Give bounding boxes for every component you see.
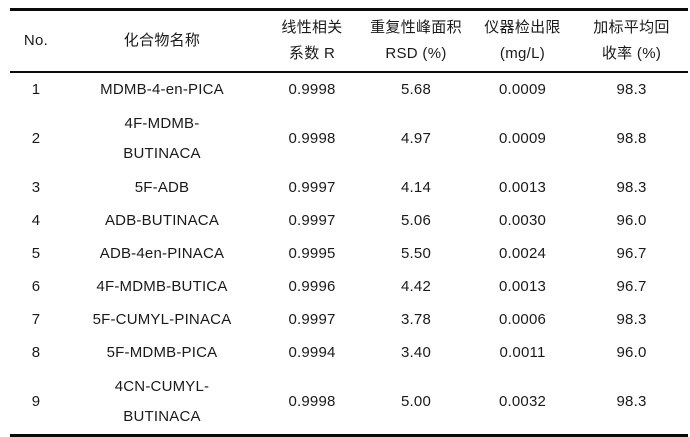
- cell-correlation: 0.9998: [288, 392, 336, 410]
- cell-correlation: 0.9994: [288, 343, 336, 361]
- cell-compound: 4F-MDMB-BUTICA: [96, 277, 228, 295]
- header-row: No. 化合物名称 线性相关 系数 R 重复性峰面积 RSD (%) 仪器检出限…: [10, 9, 688, 73]
- cell-lod: 0.0013: [498, 178, 547, 196]
- table-row: 1 MDMB-4-en-PICA 0.9998 5.68 0.0009 98.3: [10, 72, 688, 106]
- cell-correlation: 0.9998: [288, 129, 336, 147]
- cell-compound: 5F-MDMB-PICA: [106, 343, 218, 361]
- cell-lod: 0.0030: [498, 211, 547, 229]
- cell-lod: 0.0032: [498, 392, 547, 410]
- cell-rsd: 4.14: [401, 178, 431, 196]
- cell-compound: MDMB-4-en-PICA: [100, 80, 224, 98]
- cell-rsd: 3.40: [401, 343, 431, 361]
- cell-lod: 0.0011: [499, 343, 546, 361]
- table-body: 1 MDMB-4-en-PICA 0.9998 5.68 0.0009 98.3…: [10, 72, 688, 436]
- cell-recovery: 96.0: [616, 211, 647, 229]
- cell-compound: ADB-4en-PINACA: [99, 244, 225, 262]
- cell-no: 7: [31, 310, 41, 328]
- page: No. 化合物名称 线性相关 系数 R 重复性峰面积 RSD (%) 仪器检出限…: [0, 8, 690, 437]
- cell-compound: 5F-ADB: [134, 178, 190, 196]
- col-header-lod: 仪器检出限 (mg/L): [470, 9, 575, 73]
- cell-no: 9: [31, 392, 41, 410]
- cell-recovery: 98.3: [616, 80, 647, 98]
- cell-recovery: 98.3: [616, 310, 647, 328]
- cell-no: 3: [31, 178, 41, 196]
- cell-recovery: 96.7: [616, 244, 647, 262]
- table-row: 3 5F-ADB 0.9997 4.14 0.0013 98.3: [10, 171, 688, 204]
- table-row: 5 ADB-4en-PINACA 0.9995 5.50 0.0024 96.7: [10, 237, 688, 270]
- cell-recovery: 98.8: [616, 129, 647, 147]
- cell-rsd: 5.06: [401, 211, 431, 229]
- cell-rsd: 4.97: [401, 129, 431, 147]
- cell-correlation: 0.9997: [288, 178, 336, 196]
- cell-rsd: 5.00: [401, 392, 431, 410]
- cell-compound: 5F-CUMYL-PINACA: [92, 310, 232, 328]
- col-header-rsd: 重复性峰面积 RSD (%): [362, 9, 470, 73]
- cell-no: 8: [31, 343, 41, 361]
- cell-no: 6: [31, 277, 41, 295]
- cell-recovery: 98.3: [616, 392, 647, 410]
- cell-lod: 0.0006: [498, 310, 547, 328]
- cell-no: 4: [31, 211, 41, 229]
- cell-correlation: 0.9995: [288, 244, 336, 262]
- col-header-compound-label: 化合物名称: [123, 32, 201, 49]
- table-row: 4 ADB-BUTINACA 0.9997 5.06 0.0030 96.0: [10, 204, 688, 237]
- cell-recovery: 98.3: [616, 178, 647, 196]
- table-row: 7 5F-CUMYL-PINACA 0.9997 3.78 0.0006 98.…: [10, 303, 688, 336]
- table-row: 6 4F-MDMB-BUTICA 0.9996 4.42 0.0013 96.7: [10, 270, 688, 303]
- cell-compound: 4F-MDMB- BUTINACA: [123, 114, 201, 162]
- cell-no: 5: [31, 244, 41, 262]
- cell-recovery: 96.7: [616, 277, 647, 295]
- cell-correlation: 0.9997: [288, 211, 336, 229]
- cell-rsd: 5.50: [401, 244, 431, 262]
- cell-no: 2: [31, 129, 41, 147]
- cell-rsd: 4.42: [401, 277, 431, 295]
- cell-recovery: 96.0: [616, 343, 647, 361]
- cell-rsd: 3.78: [401, 310, 431, 328]
- cell-no: 1: [31, 80, 41, 98]
- table-header: No. 化合物名称 线性相关 系数 R 重复性峰面积 RSD (%) 仪器检出限…: [10, 9, 688, 73]
- cell-correlation: 0.9997: [288, 310, 336, 328]
- cell-correlation: 0.9996: [288, 277, 336, 295]
- col-header-no-label: No.: [23, 32, 49, 49]
- cell-lod: 0.0009: [498, 80, 547, 98]
- results-table: No. 化合物名称 线性相关 系数 R 重复性峰面积 RSD (%) 仪器检出限…: [10, 8, 688, 437]
- col-header-recovery: 加标平均回 收率 (%): [575, 9, 688, 73]
- col-header-correlation: 线性相关 系数 R: [262, 9, 362, 73]
- cell-compound: 4CN-CUMYL- BUTINACA: [114, 377, 210, 425]
- cell-lod: 0.0013: [498, 277, 547, 295]
- table-row: 8 5F-MDMB-PICA 0.9994 3.40 0.0011 96.0: [10, 336, 688, 369]
- cell-compound: ADB-BUTINACA: [104, 211, 220, 229]
- cell-lod: 0.0024: [498, 244, 547, 262]
- table-row: 9 4CN-CUMYL- BUTINACA 0.9998 5.00 0.0032…: [10, 369, 688, 436]
- cell-correlation: 0.9998: [288, 80, 336, 98]
- table-row: 2 4F-MDMB- BUTINACA 0.9998 4.97 0.0009 9…: [10, 106, 688, 171]
- cell-rsd: 5.68: [401, 80, 431, 98]
- col-header-no: No.: [10, 9, 62, 73]
- cell-lod: 0.0009: [498, 129, 547, 147]
- col-header-compound: 化合物名称: [62, 9, 262, 73]
